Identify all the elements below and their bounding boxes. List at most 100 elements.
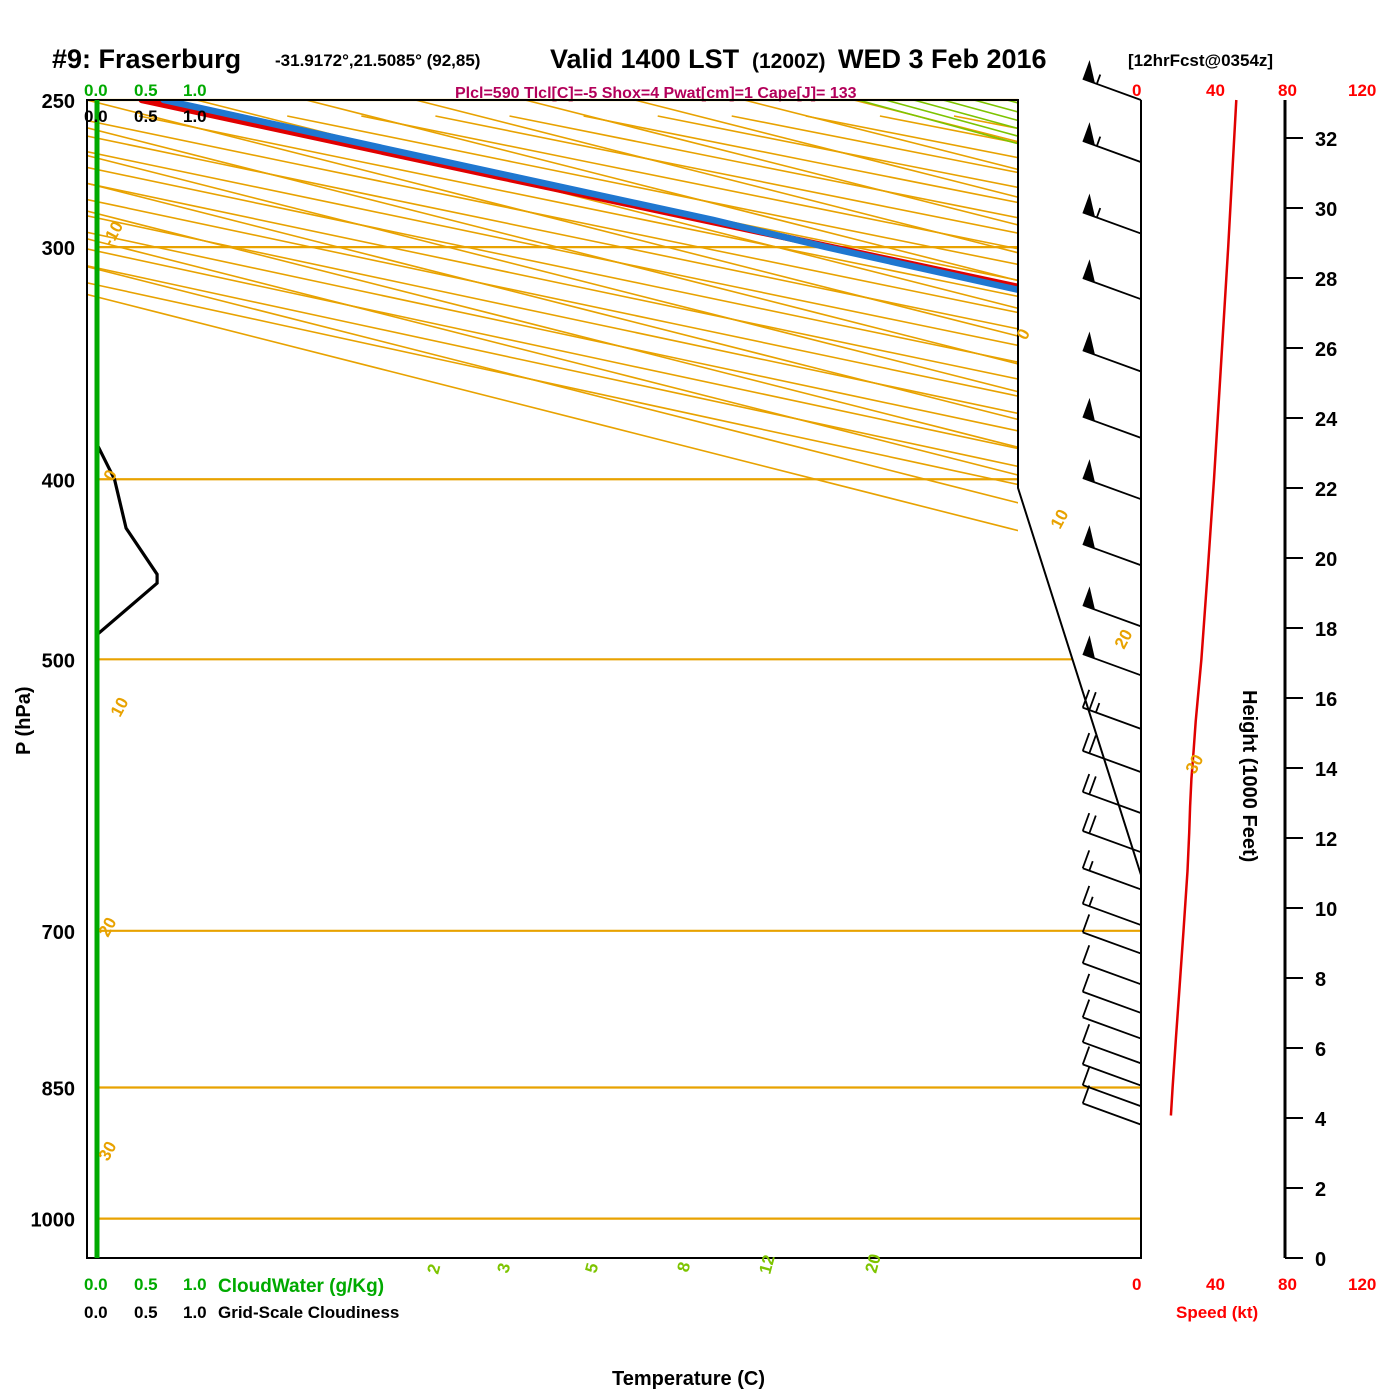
pressure-axis: 250 300 400 500 700 850 1000	[31, 91, 76, 1232]
trace-dewpoint	[160, 100, 1018, 294]
speed-tick-b2: 80	[1278, 1275, 1297, 1294]
cloudwater-axis-label: CloudWater (g/Kg)	[218, 1276, 384, 1297]
cloudiness-tick-2: 1.0	[183, 107, 207, 126]
sounding-traces	[95, 100, 1018, 636]
speed-tick-b1: 40	[1206, 1275, 1225, 1294]
wind-barb	[1082, 60, 1142, 101]
height-tick-22: 22	[1315, 479, 1337, 501]
wind-barb	[1081, 1046, 1142, 1087]
wind-barb	[1081, 1085, 1142, 1126]
cloudwater-scale-top: 0.0 0.5 1.0	[84, 81, 207, 100]
wind-barb	[1081, 732, 1142, 773]
speed-tick-t3: 120	[1348, 81, 1376, 100]
wind-barb	[1082, 586, 1142, 628]
wind-barb	[1081, 850, 1142, 891]
cloudiness-scale-top: 0.0 0.5 1.0	[84, 107, 207, 126]
pressure-tick-850: 850	[42, 1078, 75, 1100]
wind-barb	[1081, 1024, 1142, 1065]
title-block: #9: Fraserburg -31.9172°,21.5085° (92,85…	[52, 44, 1273, 102]
cloudiness-scale-bottom: 0.0 0.5 1.0 Grid-Scale Cloudiness	[84, 1303, 399, 1322]
dry-adiabat-gridlines	[87, 115, 1018, 486]
pressure-tick-700: 700	[42, 922, 75, 944]
wind-barb	[1082, 397, 1142, 439]
height-tick-26: 26	[1315, 339, 1337, 361]
wind-barb	[1081, 773, 1142, 814]
valid-time: Valid 1400 LST	[550, 44, 740, 74]
cloudwater-scale-bottom: 0.0 0.5 1.0 CloudWater (g/Kg)	[84, 1275, 384, 1297]
height-tick-18: 18	[1315, 619, 1337, 641]
wind-barb	[1081, 999, 1142, 1040]
station-title: #9: Fraserburg	[52, 44, 241, 74]
mixing-ratio-label-1: 3	[494, 1261, 515, 1275]
cloudwater-tick-b0: 0.0	[84, 1275, 108, 1294]
wind-barb-group	[1081, 60, 1142, 1126]
isotherm-label-8: 30	[1182, 751, 1208, 777]
speed-tick-b3: 120	[1348, 1275, 1376, 1294]
speed-tick-t2: 80	[1278, 81, 1297, 100]
height-tick-32: 32	[1315, 129, 1337, 151]
pressure-tick-250: 250	[42, 91, 75, 113]
valid-time-z: (1200Z)	[752, 50, 826, 73]
speed-axis-label: Speed (kt)	[1176, 1303, 1258, 1322]
wind-barb	[1082, 459, 1142, 501]
height-curve	[1169, 99, 1238, 1116]
height-tick-0: 0	[1315, 1249, 1326, 1271]
pressure-tick-1000: 1000	[31, 1210, 76, 1232]
mixing-ratio-label-2: 5	[582, 1261, 603, 1275]
wind-barb	[1081, 689, 1142, 730]
speed-tick-b0: 0	[1132, 1275, 1141, 1294]
wind-barb	[1082, 635, 1142, 677]
wind-barb	[1082, 122, 1142, 163]
wind-panel	[1081, 60, 1142, 1258]
isotherm-label-5: 0	[1013, 326, 1034, 343]
isotherm-label-2: 10	[107, 694, 133, 720]
height-tick-28: 28	[1315, 269, 1337, 291]
height-tick-12: 12	[1315, 829, 1337, 851]
cloudwater-tick-b2: 1.0	[183, 1275, 207, 1294]
cloudwater-tick-1: 0.5	[134, 81, 158, 100]
height-tick-24: 24	[1315, 409, 1338, 431]
wind-barb	[1081, 1066, 1142, 1108]
wind-barb	[1081, 812, 1142, 854]
cloudwater-tick-2: 1.0	[183, 81, 207, 100]
wind-barb	[1081, 885, 1142, 926]
cloudiness-tick-1: 0.5	[134, 107, 158, 126]
isotherm-label-7: 20	[1111, 626, 1137, 652]
speed-tick-t0: 0	[1132, 81, 1141, 100]
speed-scale-top: 0 40 80 120	[1132, 81, 1376, 100]
height-tick-6: 6	[1315, 1039, 1326, 1061]
cloudwater-tick-b1: 0.5	[134, 1275, 158, 1294]
isotherm-label-6: 10	[1047, 506, 1073, 532]
pressure-axis-label: P (hPa)	[13, 686, 35, 755]
mixing-ratio-label-0: 2	[424, 1262, 445, 1276]
pressure-tick-400: 400	[42, 470, 75, 492]
valid-date: WED 3 Feb 2016	[838, 44, 1047, 74]
pressure-tick-500: 500	[42, 650, 75, 672]
isotherm-gridlines	[87, 100, 1018, 532]
height-axis-label: Height (1000 Feet)	[1238, 690, 1260, 862]
cloudwater-tick-0: 0.0	[84, 81, 108, 100]
height-tick-4: 4	[1315, 1109, 1327, 1131]
wind-barb	[1082, 331, 1142, 373]
mixing-ratio-label-4: 12	[756, 1253, 779, 1276]
wind-barb	[1082, 193, 1142, 235]
temperature-axis-label: Temperature (C)	[612, 1368, 765, 1390]
height-tick-30: 30	[1315, 199, 1337, 221]
speed-tick-t1: 40	[1206, 81, 1225, 100]
cloudiness-tick-b0: 0.0	[84, 1303, 108, 1322]
height-tick-8: 8	[1315, 969, 1326, 991]
cloudiness-tick-b2: 1.0	[183, 1303, 207, 1322]
height-tick-10: 10	[1315, 899, 1337, 921]
height-tick-16: 16	[1315, 689, 1337, 711]
height-tick-20: 20	[1315, 549, 1337, 571]
speed-scale-bottom: 0 40 80 120 Speed (kt)	[1132, 1275, 1376, 1322]
mixing-ratio-label-5: 20	[862, 1252, 885, 1275]
mixing-ratio-label-3: 8	[674, 1260, 695, 1274]
wind-barb	[1082, 525, 1142, 567]
station-coords: -31.9172°,21.5085° (92,85)	[275, 51, 480, 70]
